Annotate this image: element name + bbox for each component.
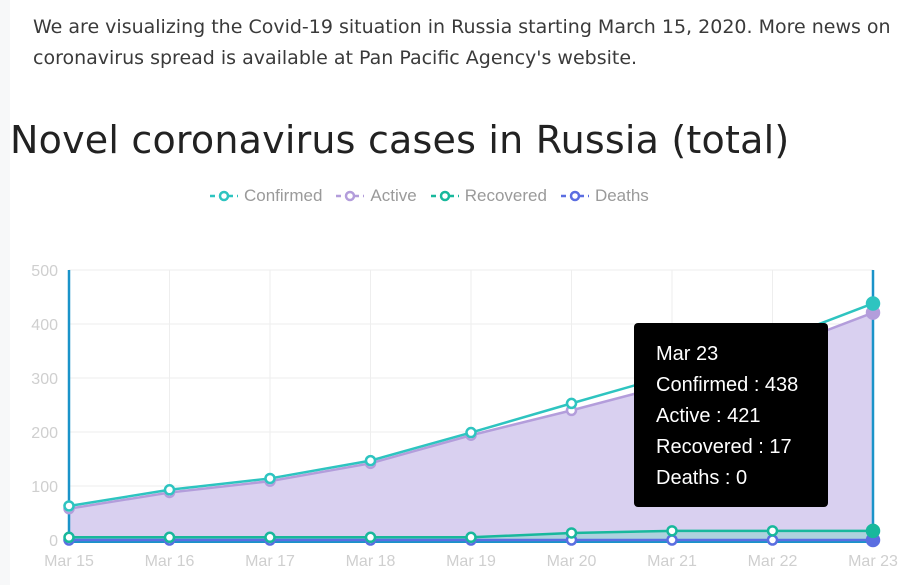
data-point-recovered: [465, 531, 477, 544]
legend-item-deaths[interactable]: Deaths: [560, 186, 649, 206]
data-point-deaths: [666, 534, 678, 546]
data-point-recovered: [666, 525, 678, 537]
x-tick-label: Mar 16: [145, 553, 195, 570]
x-tick-label: Mar 21: [647, 553, 697, 570]
y-tick-label: 0: [49, 533, 58, 550]
legend-item-recovered[interactable]: Recovered: [430, 186, 547, 206]
x-tick-label: Mar 20: [547, 553, 597, 570]
y-tick-label: 200: [31, 425, 58, 442]
legend-confirmed-icon: [210, 190, 238, 202]
y-tick-label: 400: [31, 317, 58, 334]
data-point-recovered: [565, 527, 578, 539]
data-point-recovered: [766, 525, 779, 537]
intro-paragraph: We are visualizing the Covid-19 situatio…: [33, 16, 891, 69]
y-tick-label: 100: [31, 479, 58, 496]
data-point-confirmed: [364, 454, 377, 467]
data-point-recovered: [264, 531, 276, 544]
page-title: Novel coronavirus cases in Russia (total…: [10, 118, 790, 162]
tooltip-recovered: Recovered : 17: [656, 436, 792, 458]
data-point-recovered: [364, 531, 377, 544]
legend-label-recovered: Recovered: [464, 186, 547, 205]
y-tick-label: 500: [31, 263, 58, 280]
legend-item-confirmed[interactable]: Confirmed: [210, 186, 322, 206]
chart-legend: Confirmed Active Recovered Deaths: [210, 186, 649, 206]
x-tick-label: Mar 22: [748, 553, 798, 570]
data-point-recovered: [163, 531, 176, 544]
data-point-confirmed: [465, 426, 477, 439]
data-point-recovered: [63, 531, 75, 544]
tooltip-date: Mar 23: [656, 343, 719, 365]
data-point-confirmed: [565, 397, 578, 410]
data-point-recovered: [865, 523, 881, 539]
data-point-confirmed: [865, 296, 881, 311]
y-tick-label: 300: [31, 371, 58, 388]
data-point-confirmed: [163, 484, 176, 496]
x-tick-label: Mar 23: [848, 553, 898, 570]
tooltip-deaths: Deaths : 0: [656, 467, 748, 489]
tooltip-active: Active : 421: [656, 405, 761, 427]
x-tick-label: Mar 17: [245, 553, 295, 570]
legend-deaths-icon: [560, 190, 589, 202]
data-point-deaths: [766, 534, 779, 546]
legend-item-active[interactable]: Active: [336, 186, 417, 206]
x-tick-label: Mar 15: [44, 553, 94, 570]
page: We are visualizing the Covid-19 situatio…: [10, 0, 902, 585]
legend-label-confirmed: Confirmed: [244, 186, 323, 205]
tooltip-confirmed: Confirmed : 438: [656, 374, 799, 396]
x-tick-label: Mar 18: [346, 553, 396, 570]
x-tick-label: Mar 19: [446, 553, 496, 570]
legend-recovered-icon: [430, 190, 459, 202]
chart-tooltip: Mar 23 Confirmed : 438 Active : 421 Reco…: [634, 323, 828, 507]
data-point-confirmed: [63, 500, 75, 512]
data-point-confirmed: [264, 472, 276, 485]
legend-active-icon: [336, 190, 365, 202]
legend-label-deaths: Deaths: [594, 186, 649, 205]
legend-label-active: Active: [370, 186, 417, 205]
